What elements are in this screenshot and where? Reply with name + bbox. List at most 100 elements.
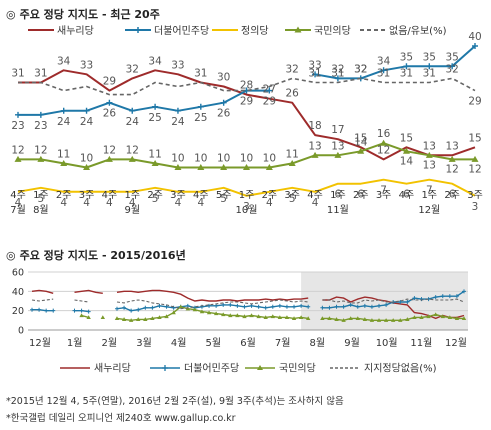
chart2-ytick-1: 20 bbox=[12, 306, 24, 317]
chart1-point-3-1 bbox=[37, 155, 45, 162]
chart1-point-1-8 bbox=[197, 103, 204, 110]
chart2-point-2-14 bbox=[128, 318, 134, 322]
chart2-xtick-9: 9월 bbox=[344, 337, 360, 349]
chart1-point-1-16 bbox=[380, 67, 387, 74]
chart1-label-2-16: 7 bbox=[380, 185, 387, 197]
chart1-label-2-12: 5 bbox=[289, 193, 296, 205]
chart2-point-2-44 bbox=[341, 318, 346, 322]
chart1-point-1-5 bbox=[129, 107, 136, 114]
chart1-label-0-6: 34 bbox=[148, 55, 162, 67]
chart2-point-2-39 bbox=[305, 316, 311, 320]
chart1-label-3-1: 12 bbox=[34, 144, 47, 156]
chart1-label-0-0: 31 bbox=[11, 67, 24, 79]
chart1-month-1: 8월 bbox=[33, 204, 49, 216]
chart1-label-3-2: 11 bbox=[57, 148, 70, 160]
chart2-point-2-29 bbox=[235, 313, 240, 318]
chart1-label-2-14: 6 bbox=[335, 189, 342, 201]
chart1-label-0-20: 15 bbox=[468, 132, 481, 144]
footnote-1: *2015년 12월 4, 5주(연말), 2016년 2월 2주(설), 9월… bbox=[6, 396, 344, 407]
chart1-xtick-18: 1주 bbox=[422, 190, 438, 201]
chart1-xtick-8: 4주 bbox=[193, 190, 209, 201]
chart2-xtick-11: 11월 bbox=[410, 337, 432, 349]
chart2-point-1-46 bbox=[355, 304, 360, 309]
chart1-label-0-16: 12 bbox=[377, 144, 390, 156]
chart1-label-0-11: 27 bbox=[263, 84, 276, 96]
chart2-point-2-22 bbox=[185, 306, 191, 311]
chart2-ytick-3: 60 bbox=[12, 268, 24, 279]
chart2-point-2-45 bbox=[348, 316, 353, 320]
legend2-label-0: 새누리당 bbox=[94, 363, 131, 375]
chart2-point-2-18 bbox=[157, 315, 162, 320]
chart2-point-1-44 bbox=[341, 304, 346, 309]
chart2-xtick-8: 8월 bbox=[310, 337, 326, 349]
chart1-label-0-13: 18 bbox=[308, 120, 321, 132]
chart1-label-3-15: 14 bbox=[354, 136, 368, 148]
chart1-point-3-3 bbox=[83, 164, 91, 170]
chart1-label-3-20: 12 bbox=[468, 163, 481, 175]
chart1-point-3-15 bbox=[357, 147, 365, 154]
chart1-point-1-11 bbox=[266, 87, 273, 94]
chart2-point-1-19 bbox=[164, 304, 169, 309]
chart2-point-2-61 bbox=[461, 316, 467, 320]
chart1-point-1-13 bbox=[312, 71, 319, 78]
chart1-month-5: 12월 bbox=[418, 204, 440, 216]
chart2-point-2-55 bbox=[419, 315, 424, 320]
chart1-xtick-14: 1주 bbox=[330, 190, 346, 201]
chart1-xtick-3: 3주 bbox=[79, 190, 95, 201]
chart1-xtick-2: 2주 bbox=[56, 190, 72, 201]
chart1-label-1-5: 24 bbox=[126, 116, 140, 128]
chart1-label-1-4: 26 bbox=[103, 108, 117, 120]
chart2-point-2-34 bbox=[270, 314, 275, 319]
chart1-label-2-18: 7 bbox=[426, 185, 433, 197]
chart1-label-4-18: 31 bbox=[423, 67, 436, 79]
chart1-point-1-14 bbox=[334, 75, 341, 82]
chart1-label-3-5: 12 bbox=[126, 144, 139, 156]
chart2-point-2-46 bbox=[355, 316, 360, 320]
chart1-label-4-15: 32 bbox=[354, 63, 367, 75]
chart2-point-2-28 bbox=[228, 313, 233, 318]
chart2-point-1-43 bbox=[334, 304, 339, 309]
chart1-label-1-2: 24 bbox=[57, 116, 71, 128]
chart2-point-2-30 bbox=[242, 314, 247, 319]
chart1-line-2 bbox=[17, 178, 476, 197]
chart2-point-2-53 bbox=[405, 317, 410, 321]
chart1-label-1-19: 35 bbox=[445, 51, 458, 63]
footnote-2: *한국갤럽 데일리 오피니언 제240호 www.gallup.co.kr bbox=[6, 413, 236, 424]
chart1-label-2-15: 6 bbox=[357, 189, 364, 201]
legend1-label-3: 국민의당 bbox=[314, 25, 351, 37]
chart1-month-4: 11월 bbox=[327, 204, 349, 216]
chart1-point-3-12 bbox=[288, 159, 296, 166]
chart2-point-1-25 bbox=[207, 303, 212, 308]
chart1-label-0-10: 28 bbox=[240, 80, 253, 92]
chart2-point-1-8 bbox=[86, 309, 91, 314]
chart1-point-3-19 bbox=[448, 155, 456, 162]
chart2-point-1-54 bbox=[412, 296, 417, 301]
chart1-point-1-9 bbox=[220, 99, 227, 106]
chart1-point-3-5 bbox=[128, 155, 136, 162]
chart1-label-3-11: 10 bbox=[263, 153, 276, 165]
chart2-point-2-7 bbox=[79, 313, 84, 318]
chart1-label-3-6: 11 bbox=[148, 148, 161, 160]
chart1-xtick-11: 2주 bbox=[262, 190, 278, 201]
chart2-point-2-43 bbox=[334, 317, 339, 321]
chart2-point-1-36 bbox=[284, 304, 289, 309]
chart1-label-3-4: 12 bbox=[103, 144, 116, 156]
chart1-point-3-7 bbox=[174, 164, 182, 170]
chart2-point-1-42 bbox=[327, 305, 332, 310]
chart2-point-1-35 bbox=[277, 303, 282, 308]
chart1-label-2-1: 5 bbox=[38, 193, 45, 205]
chart2-point-2-51 bbox=[390, 318, 396, 322]
chart1-label-3-19: 12 bbox=[445, 163, 458, 175]
chart2-xtick-4: 4월 bbox=[171, 337, 187, 349]
chart2-point-1-47 bbox=[362, 303, 367, 308]
chart1-point-3-14 bbox=[334, 151, 342, 158]
chart2-title-text: 주요 정당 지지도 - 2015/2016년 bbox=[19, 249, 186, 262]
chart1-label-2-2: 4 bbox=[60, 197, 67, 209]
chart2-point-1-16 bbox=[143, 305, 148, 310]
chart1-label-2-17: 6 bbox=[403, 189, 410, 201]
chart1-label-1-20: 40 bbox=[468, 31, 481, 43]
chart1-point-3-16 bbox=[380, 139, 388, 146]
chart2-point-2-50 bbox=[383, 318, 389, 322]
chart1-label-4-19: 32 bbox=[445, 63, 458, 75]
chart2-xtick-0: 12월 bbox=[29, 337, 51, 349]
